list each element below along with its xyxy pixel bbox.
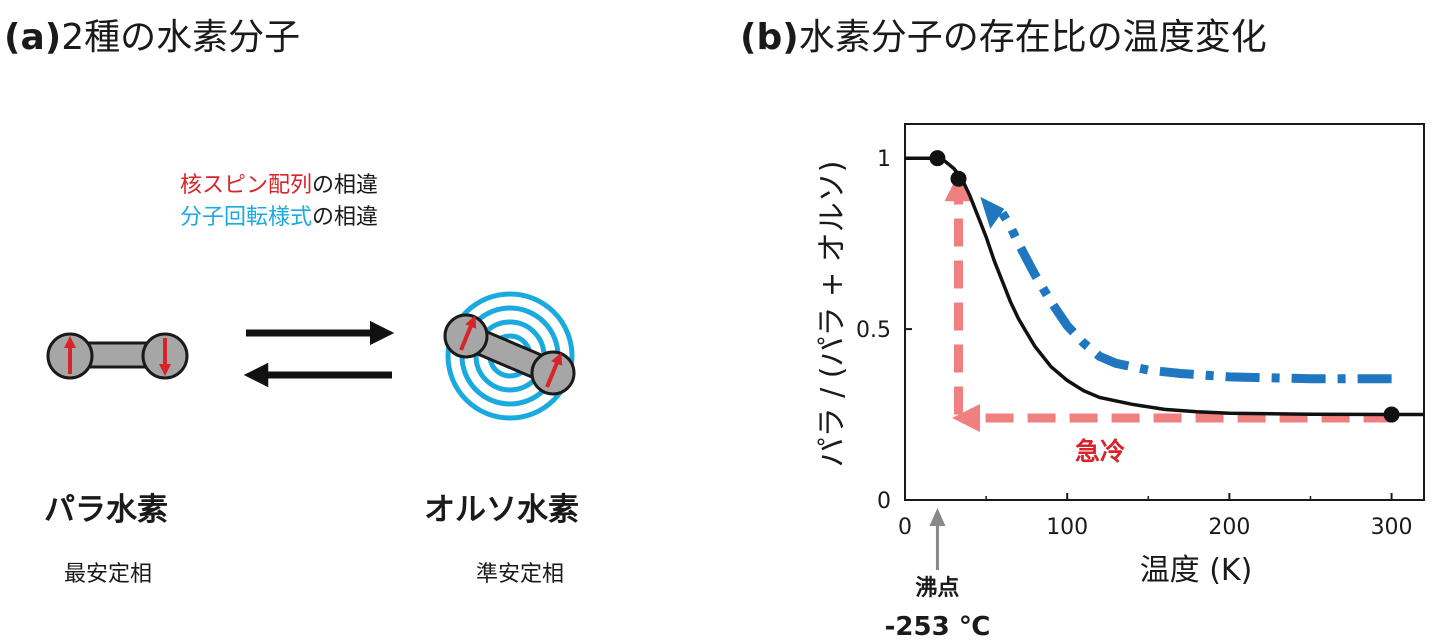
difference-spin-rest: の相違 [312, 173, 379, 198]
panel-a-tag: (a) [4, 17, 62, 58]
boiling-point-value: -253 ℃ [885, 612, 991, 642]
warming-path-arrowhead-icon [980, 196, 1005, 229]
para-bond [86, 341, 150, 369]
data-point [950, 170, 967, 187]
y-tick-label: 0 [877, 489, 891, 514]
difference-spin: 核スピン配列の相違 [180, 171, 378, 201]
para-hydrogen-name: パラ水素 [44, 492, 168, 528]
quench-label: 急冷 [1075, 437, 1125, 466]
difference-rotation-keyword: 分子回転様式 [180, 205, 313, 230]
spin-up-arrow-icon [459, 315, 477, 351]
para-hydrogen-phase: 最安定相 [64, 562, 153, 587]
para-hydrogen-molecule [46, 332, 189, 380]
panel-b-tag: (b) [740, 17, 799, 58]
panel-a-heading: (a)2種の水素分子 [4, 18, 300, 58]
x-tick-label: 300 [1371, 515, 1413, 540]
difference-spin-keyword: 核スピン配列 [180, 173, 313, 198]
ortho-hydrogen-phase: 準安定相 [476, 562, 565, 587]
vertical-arrowhead-icon [944, 173, 973, 202]
x-tick-label: 200 [1208, 515, 1250, 540]
boiling-point-arrowhead-icon [929, 508, 946, 526]
equilibrium-curve [905, 156, 1424, 417]
warming-path-line [998, 210, 1392, 384]
ortho-hydrogen-molecule [443, 291, 576, 421]
difference-rotation-rest: の相違 [312, 205, 379, 230]
x-axis-label: 温度 (K) [1140, 553, 1253, 588]
ortho-hydrogen-name: オルソ水素 [424, 492, 579, 528]
y-axis-label: パラ / (パラ + オルソ) [815, 161, 850, 468]
ratio-chart: 0 100 200 300 0 0.5 1 急冷 温度 (K) パラ / (パラ + オルソ… [815, 123, 1425, 642]
panel-a-title: 2種の水素分子 [61, 17, 301, 58]
y-tick-label: 1 [877, 147, 891, 172]
quench-arrowhead-icon [951, 403, 980, 432]
chart-markers [929, 150, 1400, 423]
axis-ticks: 0 100 200 300 0 0.5 1 [856, 147, 1413, 540]
data-point [1383, 406, 1400, 423]
rotation-ring-icon [445, 291, 575, 421]
chart-paths [905, 156, 1424, 432]
boiling-point-label: 沸点 [915, 575, 959, 601]
data-point [929, 150, 946, 167]
x-tick-label: 0 [898, 515, 912, 540]
panel-b-title: 水素分子の存在比の温度変化 [798, 17, 1267, 58]
y-tick-label: 0.5 [856, 318, 891, 343]
plot-frame [904, 123, 1425, 501]
difference-rotation: 分子回転様式の相違 [180, 203, 378, 233]
panel-b-heading: (b)水素分子の存在比の温度変化 [740, 18, 1267, 58]
x-tick-label: 100 [1046, 515, 1088, 540]
spin-up-arrow-icon [545, 352, 563, 388]
